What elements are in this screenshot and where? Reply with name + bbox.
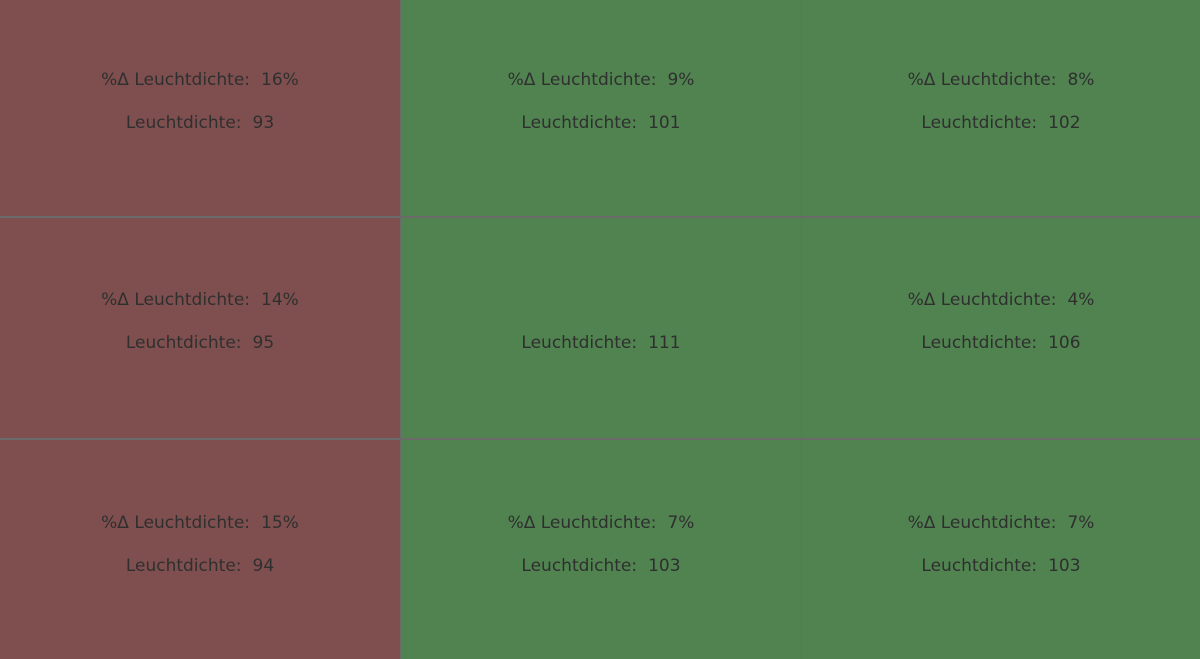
luminance-label: Leuchtdichte: <box>521 556 638 576</box>
luminance-value: 103 <box>1048 556 1081 576</box>
delta-luminance-label: %Δ Leuchtdichte: <box>507 70 657 90</box>
delta-luminance-row: %Δ Leuchtdichte: 16% <box>0 70 400 90</box>
zone-bottom-right: %Δ Leuchtdichte: 7% Leuchtdichte: 103 <box>802 440 1200 659</box>
luminance-row: Leuchtdichte: 101 <box>401 113 801 133</box>
delta-luminance-value: 9% <box>667 70 695 90</box>
luminance-value: 95 <box>252 333 275 353</box>
zone-center-reference: Leuchtdichte: 111 <box>401 218 801 438</box>
luminance-row: Leuchtdichte: 111 <box>401 333 801 353</box>
luminance-row: Leuchtdichte: 102 <box>802 113 1200 133</box>
luminance-label: Leuchtdichte: <box>521 113 638 133</box>
delta-luminance-label: %Δ Leuchtdichte: <box>101 70 251 90</box>
delta-luminance-value: 16% <box>261 70 299 90</box>
delta-luminance-value: 14% <box>261 290 299 310</box>
delta-luminance-value: 4% <box>1067 290 1095 310</box>
delta-luminance-row: %Δ Leuchtdichte: 14% <box>0 290 400 310</box>
luminance-label: Leuchtdichte: <box>125 113 242 133</box>
luminance-value: 102 <box>1048 113 1081 133</box>
zone-bottom-center: %Δ Leuchtdichte: 7% Leuchtdichte: 103 <box>401 440 801 659</box>
luminance-value: 111 <box>648 333 681 353</box>
delta-luminance-value: 15% <box>261 513 299 533</box>
luminance-row: Leuchtdichte: 93 <box>0 113 400 133</box>
luminance-row: Leuchtdichte: 95 <box>0 333 400 353</box>
luminance-label: Leuchtdichte: <box>921 333 1038 353</box>
delta-luminance-label: %Δ Leuchtdichte: <box>907 513 1057 533</box>
luminance-label: Leuchtdichte: <box>921 113 1038 133</box>
delta-luminance-row: %Δ Leuchtdichte: 7% <box>802 513 1200 533</box>
zone-top-left: %Δ Leuchtdichte: 16% Leuchtdichte: 93 <box>0 0 400 216</box>
delta-luminance-label: %Δ Leuchtdichte: <box>101 290 251 310</box>
delta-luminance-row: %Δ Leuchtdichte: 7% <box>401 513 801 533</box>
luminance-label: Leuchtdichte: <box>125 333 242 353</box>
luminance-value: 94 <box>252 556 275 576</box>
luminance-row: Leuchtdichte: 103 <box>802 556 1200 576</box>
delta-luminance-label: %Δ Leuchtdichte: <box>907 290 1057 310</box>
delta-luminance-row: %Δ Leuchtdichte: 9% <box>401 70 801 90</box>
zone-middle-right: %Δ Leuchtdichte: 4% Leuchtdichte: 106 <box>802 218 1200 438</box>
delta-luminance-label: %Δ Leuchtdichte: <box>101 513 251 533</box>
luminance-value: 103 <box>648 556 681 576</box>
luminance-value: 106 <box>1048 333 1081 353</box>
zone-middle-left: %Δ Leuchtdichte: 14% Leuchtdichte: 95 <box>0 218 400 438</box>
luminance-row: Leuchtdichte: 106 <box>802 333 1200 353</box>
zone-bottom-left: %Δ Leuchtdichte: 15% Leuchtdichte: 94 <box>0 440 400 659</box>
luminance-value: 93 <box>252 113 275 133</box>
zone-top-center: %Δ Leuchtdichte: 9% Leuchtdichte: 101 <box>401 0 801 216</box>
luminance-label: Leuchtdichte: <box>921 556 1038 576</box>
luminance-value: 101 <box>648 113 681 133</box>
delta-luminance-label: %Δ Leuchtdichte: <box>907 70 1057 90</box>
luminance-label: Leuchtdichte: <box>521 333 638 353</box>
delta-luminance-value: 8% <box>1067 70 1095 90</box>
zone-top-right: %Δ Leuchtdichte: 8% Leuchtdichte: 102 <box>802 0 1200 216</box>
delta-luminance-value: 7% <box>667 513 695 533</box>
delta-luminance-row: %Δ Leuchtdichte: 4% <box>802 290 1200 310</box>
delta-luminance-row: %Δ Leuchtdichte: 15% <box>0 513 400 533</box>
delta-luminance-row: %Δ Leuchtdichte: 8% <box>802 70 1200 90</box>
luminance-row: Leuchtdichte: 94 <box>0 556 400 576</box>
luminance-label: Leuchtdichte: <box>125 556 242 576</box>
luminance-row: Leuchtdichte: 103 <box>401 556 801 576</box>
delta-luminance-value: 7% <box>1067 513 1095 533</box>
delta-luminance-label: %Δ Leuchtdichte: <box>507 513 657 533</box>
